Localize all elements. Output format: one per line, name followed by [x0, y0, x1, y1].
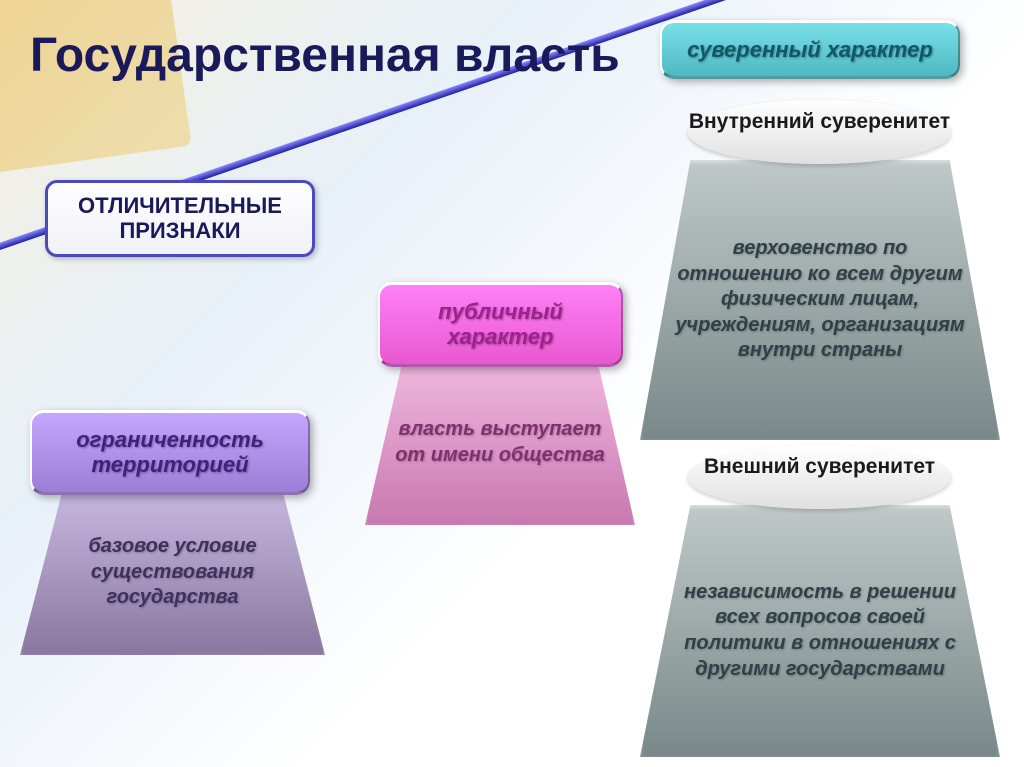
pill-public: публичный характер [378, 282, 623, 367]
trapezoid-text: независимость в решении всех вопросов св… [640, 580, 1000, 682]
decorative-corner [0, 0, 192, 173]
oval-sovereign-1: Внешний суверенитет [688, 445, 951, 509]
trapezoid-territory-0: базовое условие существования государств… [20, 490, 325, 655]
pill-territory: ограниченность территорией [30, 410, 310, 495]
main-title: Государственная власть [30, 30, 620, 83]
trapezoid-public-0: власть выступает от имени общества [365, 360, 635, 525]
trapezoid-sovereign-1: независимость в решении всех вопросов св… [640, 505, 1000, 757]
trapezoid-text: базовое условие существования государств… [20, 534, 325, 611]
trapezoid-text: власть выступает от имени общества [365, 417, 635, 468]
oval-sovereign-0: Внутренний суверенитет [688, 100, 951, 164]
trapezoid-sovereign-0: верховенство по отношению ко всем другим… [640, 160, 1000, 440]
subtitle-box: ОТЛИЧИТЕЛЬНЫЕ ПРИЗНАКИ [45, 180, 315, 257]
trapezoid-text: верховенство по отношению ко всем другим… [640, 236, 1000, 364]
pill-sovereign: суверенный характер [660, 20, 960, 79]
